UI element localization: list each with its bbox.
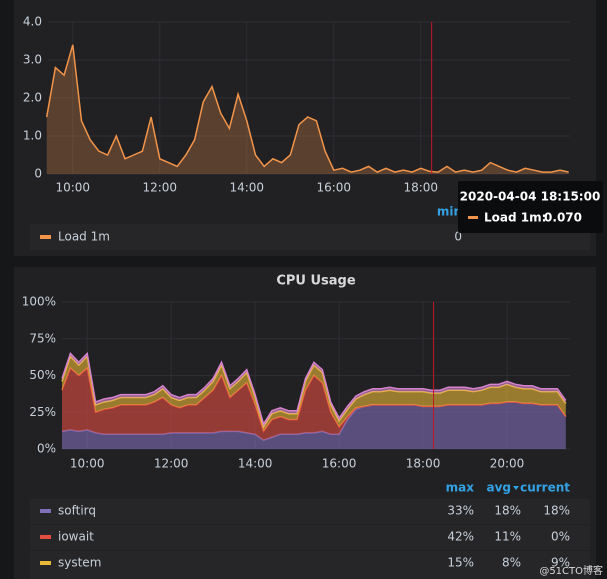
y-tick-label: 100%: [22, 295, 56, 309]
legend-value: 15%: [447, 556, 474, 570]
legend-value: 33%: [447, 504, 474, 518]
y-tick-label: 50%: [29, 368, 56, 382]
x-tick-label: 18:00: [406, 457, 441, 471]
y-tick-label: 3.0: [23, 53, 42, 67]
series-line: [45, 44, 569, 173]
sort-caret: [513, 486, 519, 490]
legend-header: current: [520, 481, 570, 495]
legend-value: 18%: [494, 504, 521, 518]
legend-header: avg: [486, 481, 511, 495]
y-tick-label: 0: [34, 167, 42, 181]
legend-value: 9%: [551, 556, 570, 570]
x-tick-label: 14:00: [229, 181, 264, 195]
legend-swatch: [40, 535, 51, 539]
legend-value: 0: [454, 230, 462, 244]
watermark: @51CTO博客: [539, 564, 603, 577]
y-tick-label: 75%: [29, 331, 56, 345]
legend-label: system: [58, 556, 101, 570]
legend-row: [30, 551, 590, 579]
legend-header: min: [437, 205, 462, 219]
series-area: [62, 356, 566, 432]
legend-swatch: [40, 509, 51, 513]
y-tick-label: 25%: [29, 405, 56, 419]
x-tick-label: 14:00: [238, 457, 273, 471]
legend-value: 11%: [494, 530, 521, 544]
x-tick-label: 10:00: [55, 181, 90, 195]
legend-row: [30, 525, 590, 550]
x-tick-label: 18:00: [403, 181, 438, 195]
series-line: [61, 351, 567, 426]
y-tick-label: 0%: [37, 442, 56, 456]
y-tick-label: 4.0: [23, 15, 42, 29]
tooltip-series: Load 1m:: [484, 211, 546, 225]
tooltip: [458, 181, 603, 233]
x-tick-label: 10:00: [70, 457, 105, 471]
x-tick-label: 16:00: [316, 181, 351, 195]
legend-label: softirq: [58, 504, 96, 518]
tooltip-time: 2020-04-04 18:15:00: [460, 190, 601, 204]
legend-row: [30, 499, 590, 524]
y-tick-label: 1.0: [23, 129, 42, 143]
legend-value: 8%: [502, 556, 521, 570]
legend-value: 0%: [551, 530, 570, 544]
series-area: [62, 368, 566, 441]
legend-label: iowait: [58, 530, 94, 544]
legend-value: 18%: [543, 504, 570, 518]
x-tick-label: 20:00: [490, 457, 525, 471]
legend-swatch: [40, 235, 51, 239]
legend-swatch: [40, 561, 51, 565]
legend-label: Load 1m: [58, 230, 110, 244]
series-area: [46, 44, 569, 174]
tooltip-value: 0.070: [544, 211, 582, 225]
x-tick-label: 12:00: [154, 457, 189, 471]
series-area: [62, 401, 566, 449]
legend-value: 42%: [447, 530, 474, 544]
chart-title: CPU Usage: [276, 274, 356, 289]
x-tick-label: 12:00: [142, 181, 177, 195]
legend-header: max: [446, 481, 475, 495]
x-tick-label: 16:00: [322, 457, 357, 471]
tooltip-swatch: [468, 216, 478, 219]
y-tick-label: 2.0: [23, 91, 42, 105]
series-area: [62, 353, 566, 427]
